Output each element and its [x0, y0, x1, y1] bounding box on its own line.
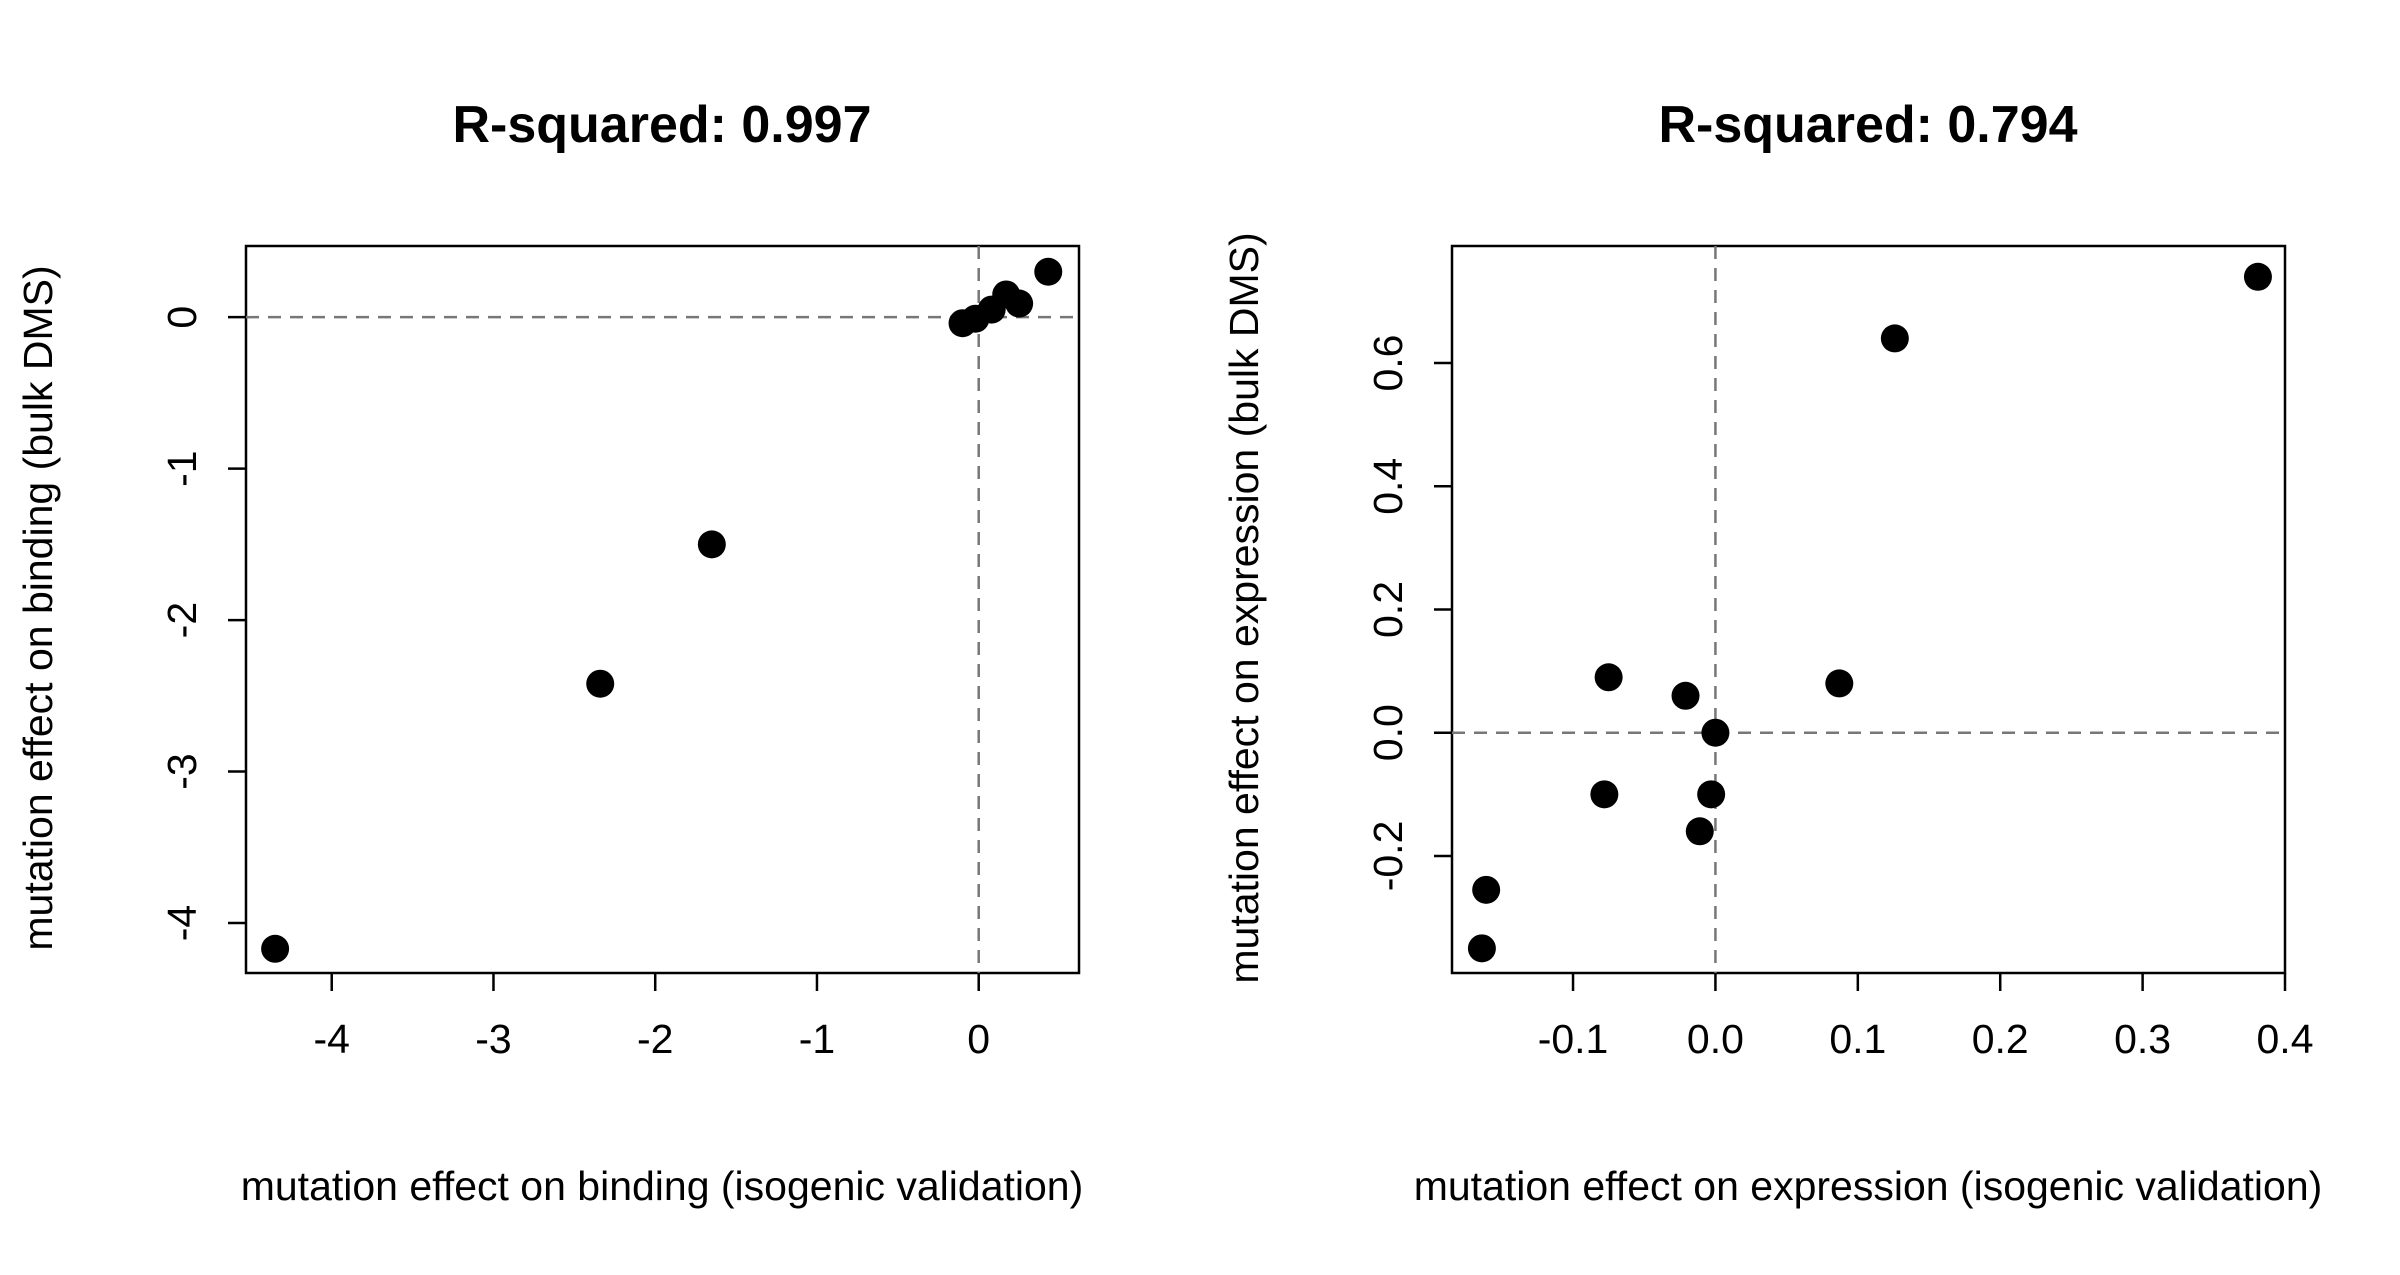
x-tick-label: -4	[313, 1016, 349, 1062]
binding-scatter-panel: R-squared: 0.997 mutation effect on bind…	[15, 96, 1083, 1209]
data-point	[1005, 289, 1034, 318]
data-point	[261, 934, 290, 963]
y-tick-label: -1	[159, 450, 205, 486]
y-tick-label: 0.4	[1365, 458, 1411, 515]
reference-lines	[1452, 246, 2285, 973]
y-tick-label: 0.2	[1365, 581, 1411, 638]
y-tick-label: -3	[159, 753, 205, 789]
x-axis-ticks: -0.1 0.0 0.1 0.2 0.3 0.4	[1538, 973, 2314, 1062]
data-point	[1825, 669, 1854, 698]
y-axis-label: mutation effect on binding (bulk DMS)	[15, 265, 61, 950]
data-point	[586, 669, 615, 698]
data-point	[697, 530, 726, 559]
y-tick-label: 0.0	[1365, 704, 1411, 761]
data-points	[261, 257, 1063, 963]
data-point	[1594, 663, 1623, 692]
reference-lines	[246, 246, 1079, 973]
chart-title: R-squared: 0.794	[1658, 96, 2077, 154]
y-tick-label: 0	[159, 306, 205, 329]
y-tick-label: 0.6	[1365, 335, 1411, 392]
data-point	[1685, 817, 1714, 846]
y-tick-label: -4	[159, 905, 205, 941]
data-point	[1034, 257, 1063, 286]
x-tick-label: 0.4	[2257, 1016, 2314, 1062]
chart-title: R-squared: 0.997	[452, 96, 871, 154]
data-point	[1880, 324, 1909, 353]
x-tick-label: -1	[799, 1016, 835, 1062]
expression-scatter-panel: R-squared: 0.794 mutation effect on expr…	[1221, 96, 2322, 1209]
x-axis-ticks: -4 -3 -2 -1 0	[313, 973, 990, 1062]
plot-frame	[244, 244, 1081, 975]
x-axis-label: mutation effect on binding (isogenic val…	[241, 1163, 1084, 1209]
x-tick-label: -2	[637, 1016, 673, 1062]
data-point	[2243, 262, 2272, 291]
y-axis-ticks: -0.2 0.0 0.2 0.4 0.6	[1365, 335, 1452, 892]
y-tick-label: -2	[159, 602, 205, 638]
x-tick-label: 0.0	[1687, 1016, 1744, 1062]
y-axis-ticks: -4 -3 -2 -1 0	[159, 306, 246, 941]
data-point	[1590, 780, 1619, 809]
data-point	[1671, 681, 1700, 710]
plot-frame	[1450, 244, 2287, 975]
y-axis-label: mutation effect on expression (bulk DMS)	[1221, 232, 1267, 983]
x-axis-label: mutation effect on expression (isogenic …	[1414, 1163, 2323, 1209]
x-tick-label: -3	[475, 1016, 511, 1062]
data-point	[1697, 780, 1726, 809]
x-tick-label: 0	[967, 1016, 990, 1062]
data-point	[1472, 875, 1501, 904]
x-tick-label: 0.2	[1972, 1016, 2029, 1062]
x-tick-label: 0.1	[1829, 1016, 1886, 1062]
data-point	[1701, 718, 1730, 747]
data-point	[1467, 934, 1496, 963]
x-tick-label: -0.1	[1538, 1016, 1609, 1062]
y-tick-label: -0.2	[1365, 821, 1411, 892]
x-tick-label: 0.3	[2114, 1016, 2171, 1062]
data-points	[1467, 262, 2272, 963]
